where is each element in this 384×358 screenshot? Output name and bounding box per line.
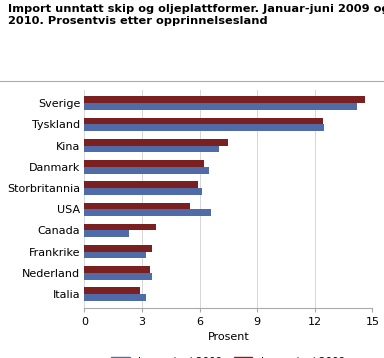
Bar — [84, 125, 324, 131]
Bar — [84, 118, 323, 125]
Bar — [84, 231, 129, 237]
Bar — [84, 209, 211, 216]
Bar — [84, 146, 219, 153]
Bar — [84, 139, 228, 146]
Bar — [84, 252, 146, 258]
Bar — [84, 103, 357, 110]
Bar — [84, 188, 202, 195]
Text: Import unntatt skip og oljeplattformer. Januar-juni 2009 og
2010. Prosentvis ett: Import unntatt skip og oljeplattformer. … — [8, 4, 384, 26]
Bar — [84, 273, 152, 280]
Bar — [84, 245, 152, 252]
Bar — [84, 160, 204, 167]
Legend: Januar-juni 2009, Januar-juni 2009: Januar-juni 2009, Januar-juni 2009 — [107, 352, 350, 358]
Bar — [84, 224, 156, 231]
Bar — [84, 203, 190, 209]
X-axis label: Prosent: Prosent — [208, 333, 249, 343]
Bar — [84, 266, 150, 273]
Bar — [84, 181, 198, 188]
Bar — [84, 167, 209, 174]
Bar — [84, 294, 146, 301]
Bar — [84, 287, 140, 294]
Bar — [84, 97, 365, 103]
